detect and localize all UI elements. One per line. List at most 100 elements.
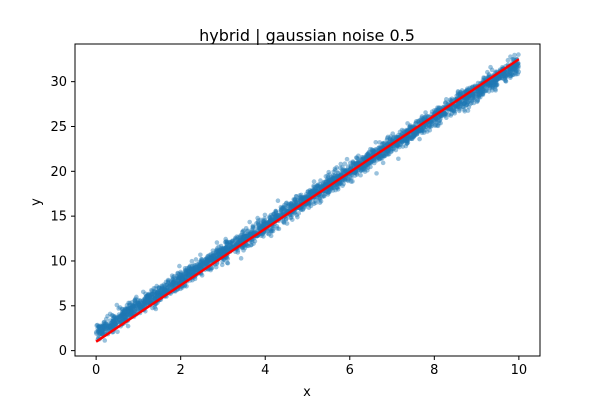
scatter-point [128,308,134,313]
scatter-point [122,311,128,316]
scatter-point [318,184,323,190]
scatter-point [155,288,161,294]
scatter-point [202,263,207,269]
scatter-point [214,246,220,251]
scatter-point [128,305,134,310]
scatter-point [218,250,223,256]
scatter-point [490,77,496,83]
scatter-point [471,93,476,98]
scatter-point [99,325,104,330]
scatter-point [133,301,139,306]
scatter-point [118,318,124,324]
scatter-point [126,300,131,306]
scatter-point [365,165,371,171]
scatter-point [348,175,354,181]
scatter-point [110,316,116,321]
scatter-point [489,80,494,85]
scatter-point [465,100,471,106]
scatter-point [475,98,480,103]
scatter-point [104,321,110,327]
scatter-point [284,208,289,213]
scatter-point [474,93,479,99]
scatter-point [289,202,294,208]
scatter-point [315,184,321,190]
scatter-point [340,183,345,188]
scatter-point [167,286,173,292]
scatter-point [334,182,340,187]
scatter-point [115,315,120,320]
scatter-point [318,198,324,204]
scatter-point [485,81,491,86]
scatter-point [120,316,126,321]
scatter-point [256,222,261,228]
scatter-point [469,91,475,97]
scatter-point [313,186,318,191]
scatter-point [214,248,220,253]
scatter-point [353,161,359,166]
scatter-point [186,266,192,272]
scatter-point [395,144,400,149]
scatter-point [275,213,281,218]
scatter-point [189,267,195,272]
scatter-point [171,273,177,279]
scatter-point [185,268,190,273]
scatter-point [159,284,165,289]
scatter-point [262,212,268,218]
scatter-point [406,134,412,139]
scatter-point [289,200,294,206]
scatter-point [265,228,270,234]
scatter-point [194,267,200,273]
scatter-point [210,257,216,262]
scatter-point [349,172,355,177]
scatter-point [236,237,242,243]
scatter-point [204,257,210,263]
scatter-point [442,113,448,118]
scatter-point [406,136,412,142]
scatter-point [380,151,385,157]
y-tick-label: 10 [50,254,67,269]
scatter-point [144,294,149,299]
scatter-point [449,108,454,113]
scatter-point [289,201,294,207]
scatter-point [261,221,267,226]
scatter-point [352,173,358,178]
scatter-point [152,295,158,301]
scatter-point [453,103,459,109]
scatter-point [466,95,471,100]
scatter-point [213,248,219,253]
scatter-point [177,272,182,277]
scatter-point [395,142,401,148]
scatter-point [288,214,294,220]
scatter-point [222,249,228,255]
scatter-point [258,217,263,223]
scatter-point [209,257,215,263]
scatter-point [404,138,410,144]
scatter-point [113,317,119,323]
scatter-point [366,153,371,158]
scatter-point [135,297,141,303]
scatter-point [281,204,287,210]
scatter-point [432,123,438,128]
scatter-point [455,91,461,97]
scatter-point [273,215,279,220]
scatter-point [294,199,299,205]
scatter-point [515,61,521,67]
scatter-point [411,133,417,138]
scatter-point [146,300,151,306]
scatter-point [183,270,188,276]
scatter-point [138,303,144,309]
scatter-point [502,75,508,81]
scatter-point [394,143,400,149]
scatter-point [278,209,284,215]
scatter-point [488,80,494,86]
scatter-point [131,304,136,309]
scatter-point [205,254,210,259]
scatter-point [267,227,273,233]
scatter-point [326,177,331,183]
scatter-point [154,291,160,297]
scatter-point [136,306,141,311]
scatter-point [238,234,243,240]
scatter-point [248,242,254,248]
scatter-point [149,292,155,297]
scatter-point [219,250,224,256]
